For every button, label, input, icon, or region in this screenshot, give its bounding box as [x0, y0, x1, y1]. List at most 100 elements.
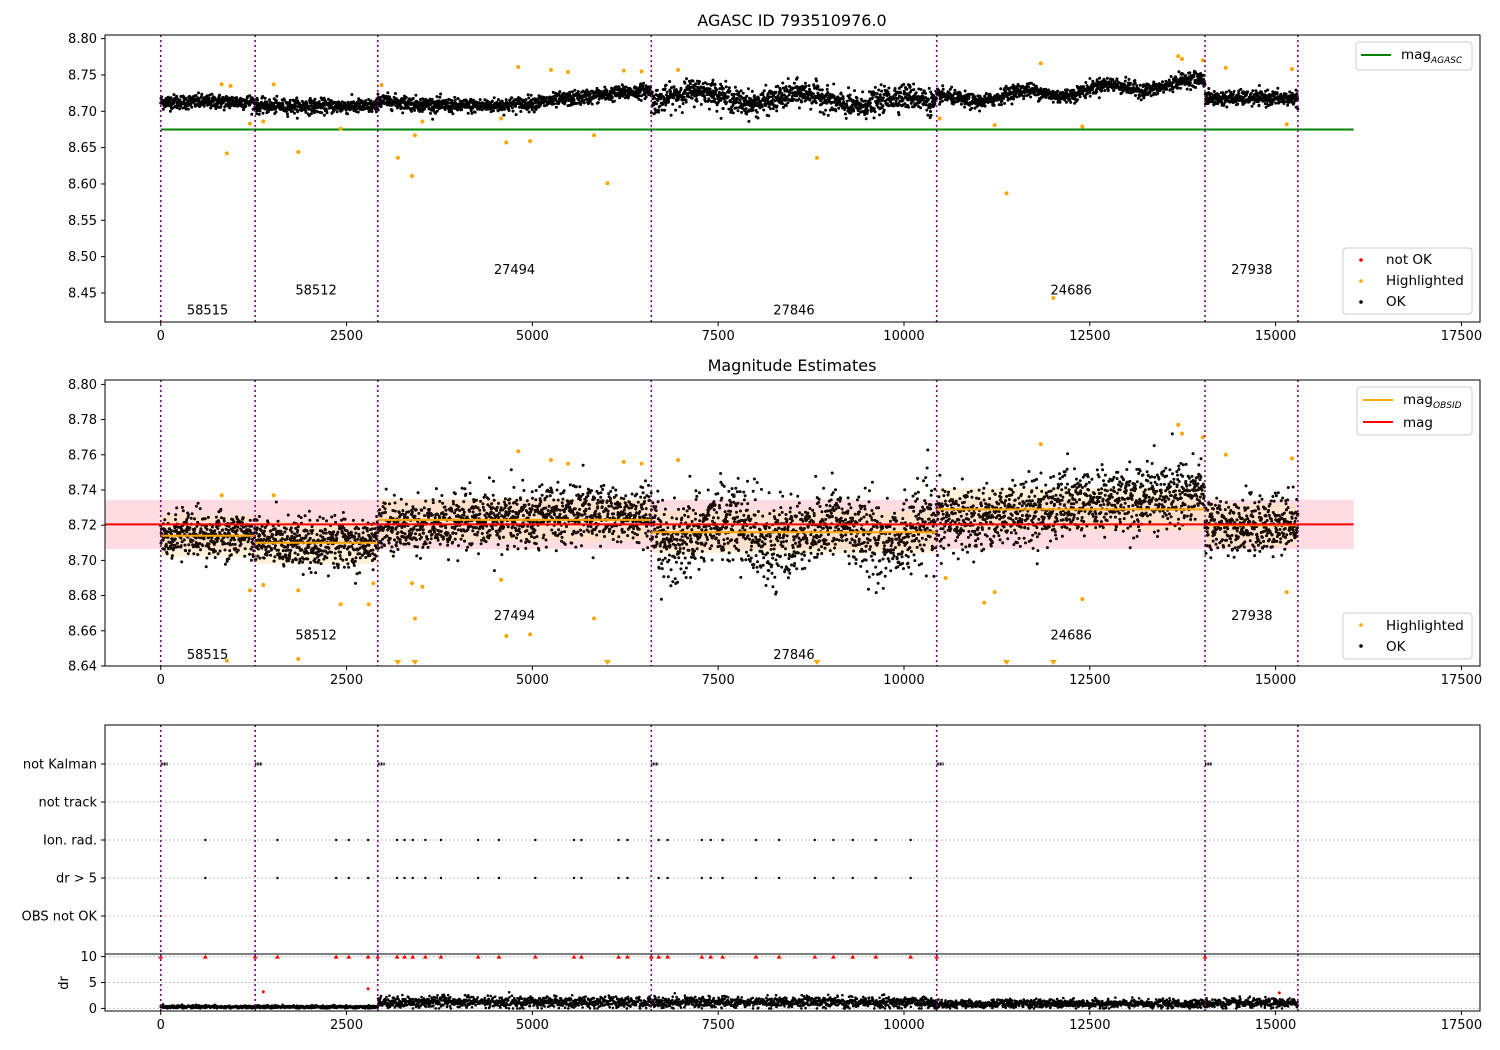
- dr-capped-marker: [625, 954, 630, 959]
- obsid-label: 58515: [187, 648, 228, 663]
- dr-capped-marker: [665, 954, 671, 959]
- legend-highlighted-marker: [1359, 279, 1363, 283]
- highlighted-point: [937, 116, 942, 121]
- y-tick-label: 8.80: [68, 32, 97, 47]
- dr5-mark: [439, 876, 443, 880]
- panel-1-frame: [104, 34, 1481, 323]
- dr5-mark: [395, 876, 399, 880]
- legend-not-ok-marker: [1359, 258, 1363, 262]
- panel-1-plot-area: 58515 58512 27494 27846 24686 27938: [159, 35, 1354, 322]
- dr5-mark: [366, 876, 370, 880]
- ion-rad-mark: [851, 838, 854, 842]
- highlighted-point: [219, 493, 224, 498]
- panel-3-axes: not Kalman not track Ion. rad. dr > 5 OBS no…: [22, 758, 105, 925]
- highlighted-point: [815, 155, 820, 160]
- legend-mag-agasc-label: mag: [1401, 47, 1431, 63]
- category-label: OBS not OK: [22, 910, 98, 925]
- highlighted-point: [261, 583, 266, 588]
- y-tick-label: 8.70: [68, 554, 97, 569]
- offscale-marker: [411, 660, 419, 665]
- panel-2-plot-area: 58515 58512 27494 27846 24686 27938: [105, 380, 1354, 666]
- highlighted-point: [224, 658, 229, 663]
- highlighted-point: [621, 459, 626, 464]
- highlighted-point: [409, 173, 414, 178]
- x-tick-label: 7500: [702, 1018, 735, 1033]
- x-tick-label: 12500: [1069, 329, 1110, 344]
- highlighted-point: [992, 123, 997, 128]
- dr-red-point: [366, 987, 370, 991]
- x-tick-label: 10000: [883, 673, 924, 688]
- ok-points: [159, 69, 1300, 123]
- dr-capped-marker: [578, 954, 584, 959]
- legend-not-ok-label: not OK: [1386, 252, 1433, 268]
- dr-capped-marker: [708, 954, 714, 959]
- highlighted-point: [1176, 422, 1181, 427]
- highlighted-point: [982, 600, 987, 605]
- highlighted-point: [412, 133, 417, 138]
- ion-rad-mark: [700, 838, 704, 842]
- x-tick-label: 7500: [702, 673, 735, 688]
- ion-rad-mark: [424, 838, 427, 842]
- dr5-mark: [657, 876, 660, 880]
- dr-capped-marker: [850, 954, 856, 959]
- highlighted-point: [412, 616, 417, 621]
- obsid-label: 24686: [1051, 283, 1092, 298]
- panel-2-axes: 0 2500 5000 7500 10000 12500 15000 17500 8.64 8.6…: [68, 378, 1482, 688]
- dr-capped-marker: [438, 954, 444, 959]
- category-label: Ion. rad.: [43, 834, 97, 849]
- dr5-mark: [347, 876, 350, 880]
- dr-capped-marker: [571, 954, 577, 959]
- dr-capped-marker: [753, 954, 759, 959]
- y-tick-label: 8.50: [68, 250, 97, 265]
- legend-2-ok-label: OK: [1386, 639, 1407, 655]
- highlighted-point: [366, 602, 371, 607]
- ion-rad-mark: [909, 838, 912, 842]
- dr-capped-marker: [475, 954, 481, 959]
- y-tick-label: 0: [89, 1002, 97, 1017]
- highlighted-point: [499, 577, 504, 582]
- highlighted-point: [605, 181, 610, 186]
- dr-points: [159, 991, 1300, 1010]
- dr-capped-marker: [776, 954, 782, 959]
- ion-rad-mark: [657, 838, 660, 842]
- dr5-mark: [476, 876, 480, 880]
- dr5-mark: [411, 876, 414, 880]
- dr-capped-marker: [873, 954, 879, 959]
- obsid-label: 27494: [494, 609, 535, 624]
- obsid-label: 24686: [1051, 629, 1092, 644]
- y-tick-label: 8.60: [68, 177, 97, 192]
- obsid-label: 58512: [295, 283, 336, 298]
- obsid-label: 27938: [1231, 609, 1272, 624]
- dr-capped-marker: [252, 954, 258, 959]
- y-tick-label: 8.78: [68, 413, 97, 428]
- dr-capped-marker: [274, 954, 280, 959]
- dr5-mark: [403, 876, 406, 880]
- highlighted-point: [943, 576, 948, 580]
- ion-rad-mark: [813, 838, 816, 842]
- dr5-mark: [572, 876, 576, 880]
- ion-rad-mark: [395, 838, 399, 842]
- ion-rad-mark: [754, 838, 758, 842]
- highlighted-point: [528, 139, 533, 144]
- obsid-label: 27846: [773, 648, 814, 663]
- legend-highlighted-label: Highlighted: [1386, 273, 1464, 289]
- obsid-label: 58512: [295, 629, 336, 644]
- x-tick-label: 0: [157, 1018, 165, 1033]
- ion-rad-mark: [721, 838, 724, 842]
- x-tick-label: 5000: [516, 1018, 549, 1033]
- x-tick-label: 2500: [330, 673, 363, 688]
- dr-capped-marker: [375, 954, 381, 959]
- y-tick-label: 8.75: [68, 68, 97, 83]
- panel-4-ylabel: dr: [57, 976, 72, 990]
- highlighted-point: [1289, 67, 1294, 72]
- highlighted-point: [1179, 56, 1184, 61]
- highlighted-point: [420, 584, 425, 589]
- ion-rad-mark: [476, 838, 480, 842]
- offscale-marker: [1049, 660, 1057, 665]
- svg-text:magAGASC: magAGASC: [1401, 47, 1463, 66]
- dr5-mark: [721, 876, 724, 880]
- highlighted-point: [516, 64, 521, 69]
- legend-2-highlighted-marker: [1359, 623, 1363, 627]
- panel-magnitude-estimates: Magnitude Estimates 58515 58512 27494 27846…: [68, 356, 1482, 688]
